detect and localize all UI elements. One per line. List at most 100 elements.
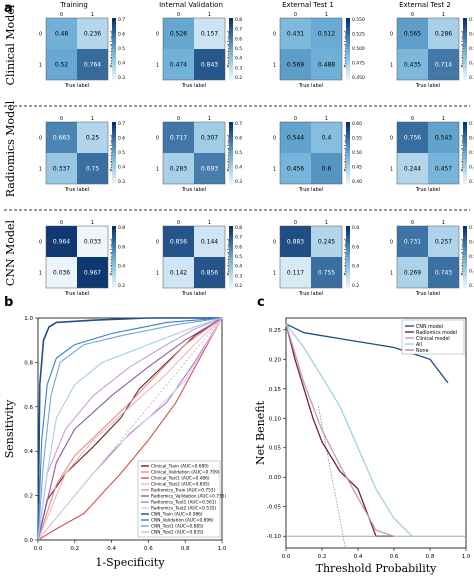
matrix-cell — [311, 257, 342, 288]
x-tick-label: 0.2 — [70, 546, 79, 552]
colorbar-segment — [229, 64, 233, 68]
matrix-cell — [46, 18, 77, 49]
colorbar-tick: 0.4 — [352, 264, 359, 270]
cell-value: 0.967 — [84, 270, 101, 277]
cell-value: 0.526 — [170, 31, 187, 38]
colorbar-segment — [229, 180, 233, 185]
colorbar-segment — [346, 235, 350, 239]
colorbar-segment — [346, 49, 350, 53]
cell-value: 0.236 — [84, 31, 101, 38]
colorbar-segment — [463, 238, 467, 242]
matrix-cell — [194, 49, 225, 80]
colorbar-segment — [463, 30, 467, 34]
matrix-cell — [46, 153, 77, 184]
y-tick-label: 0 — [390, 136, 393, 142]
colorbar-tick: 0.8 — [235, 17, 242, 23]
x-tick-label: 0.4 — [107, 546, 116, 552]
colorbar-segment — [346, 241, 350, 245]
cell-value: 0.883 — [287, 239, 304, 246]
matrix-cell — [311, 49, 342, 80]
colorbar-tick: 0.4 — [469, 61, 474, 67]
colorbar-segment — [112, 146, 116, 151]
net-benefit-curve — [285, 323, 413, 537]
colorbar-tick: 0.40 — [352, 179, 362, 185]
colorbar-segment — [112, 42, 116, 47]
roc-chart: 0.0 0.2 0.4 0.6 0.8 1.0 0.0 0.2 0.4 0.6 0.8 1.0 1-Sp… — [3, 316, 227, 569]
colorbar-segment — [229, 39, 233, 44]
colorbar-tick: 0.7 — [235, 27, 242, 33]
colorbar-segment — [463, 64, 467, 68]
colorbar-segment — [346, 30, 350, 34]
legend-label: None — [416, 348, 429, 354]
colorbar-tick: 0.4 — [235, 56, 242, 62]
colorbar-segment — [229, 232, 233, 236]
cell-value: 0.456 — [287, 166, 304, 173]
colorbar-segment — [229, 269, 233, 273]
x-tick-label: 0 — [411, 12, 414, 18]
matrix-frame — [162, 225, 226, 289]
colorbar-segment — [463, 143, 467, 148]
x-tick-label: 0 — [177, 220, 180, 226]
cell-value: 0.543 — [435, 135, 452, 142]
colorbar-segment — [463, 244, 467, 248]
cell-value: 0.283 — [170, 166, 187, 173]
cell-value: 0.244 — [404, 166, 421, 173]
cell-value: 0.245 — [318, 239, 335, 246]
colorbar-tick: 0.60 — [352, 121, 362, 127]
colorbar-segment — [463, 162, 467, 166]
colorbar-segment — [229, 140, 233, 144]
roc-curve — [37, 317, 223, 541]
colorbar-segment — [229, 143, 233, 148]
colorbar-segment — [112, 174, 116, 179]
colorbar-segment — [229, 42, 233, 47]
legend-label: Radiomics_Validation (AUC=0.735) — [151, 494, 226, 500]
colorbar-tick: 0.7 — [235, 235, 242, 241]
colorbar-segment — [112, 266, 116, 270]
x-tick-label: 0 — [60, 12, 63, 18]
colorbar-segment — [346, 232, 350, 236]
colorbar-segment — [229, 21, 233, 25]
x-axis-label: True label — [415, 291, 440, 297]
colorbar-segment — [346, 156, 350, 160]
colorbar-segment — [346, 137, 350, 141]
x-tick-label: 0 — [411, 116, 414, 122]
colorbar-segment — [112, 171, 116, 175]
y-tick-label: 1 — [39, 167, 42, 173]
colorbar-segment — [346, 250, 350, 255]
colorbar-segment — [229, 36, 233, 40]
plot-area — [285, 317, 467, 549]
colorbar-tick: 0.55 — [352, 136, 362, 142]
colorbar-segment — [346, 61, 350, 65]
colorbar-segment — [229, 226, 233, 230]
cell-value: 0.144 — [201, 239, 218, 246]
matrix-cell — [194, 153, 225, 184]
x-tick-label: 0 — [294, 116, 297, 122]
colorbar-segment — [463, 146, 467, 151]
colorbar-segment — [229, 125, 233, 129]
x-tick-label: 0.0 — [282, 554, 291, 560]
colorbar-segment — [463, 235, 467, 239]
matrix-frame — [279, 121, 343, 185]
colorbar-segment — [463, 275, 467, 279]
colorbar-segment — [229, 153, 233, 157]
colorbar-segment — [112, 61, 116, 65]
matrix-cell — [194, 257, 225, 288]
x-tick-label: 0.6 — [390, 554, 399, 560]
colorbar-tick: 0.550 — [352, 17, 365, 23]
colorbar-segment — [346, 21, 350, 25]
colorbar-segment — [112, 36, 116, 40]
matrix-cell — [311, 18, 342, 49]
colorbar-segment — [346, 73, 350, 78]
colorbar-segment — [463, 247, 467, 252]
colorbar-segment — [346, 45, 350, 50]
cell-value: 0.474 — [170, 62, 187, 69]
cell-value: 0.488 — [318, 62, 335, 69]
y-tick-label: 0 — [390, 32, 393, 38]
net-benefit-curve — [285, 323, 449, 384]
colorbar-segment — [346, 174, 350, 179]
colorbar-segment — [112, 143, 116, 148]
colorbar-segment — [463, 49, 467, 53]
colorbar-segment — [463, 122, 467, 126]
colorbar-tick: 0.8 — [235, 225, 242, 231]
